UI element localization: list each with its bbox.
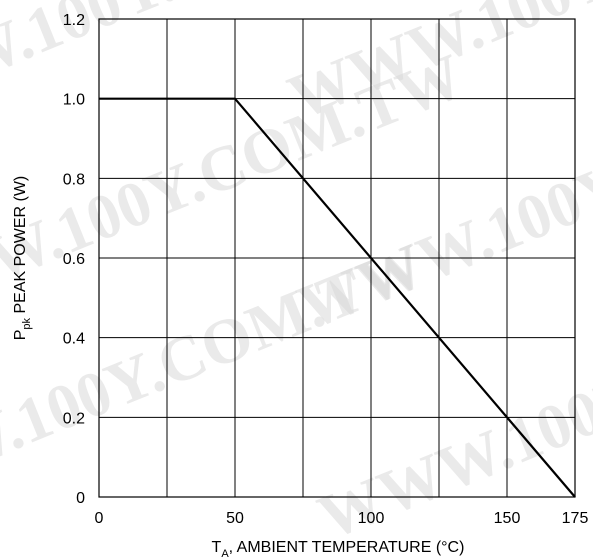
x-tick-label: 0 [95, 510, 104, 527]
y-tick-label: 0 [76, 490, 85, 507]
x-tick-label: 150 [494, 510, 521, 527]
y-tick-label: 0.2 [63, 410, 85, 427]
y-tick-label: 1.2 [63, 12, 85, 29]
plot-frame [98, 18, 576, 498]
y-axis-title: Ppk PEAK POWER (W) [12, 176, 33, 341]
x-tick-label: 100 [358, 510, 385, 527]
tick-labels: 0 0.2 0.4 0.6 0.8 1.0 1.2 0 50 100 150 175 [63, 12, 589, 527]
y-tick-label: 0.8 [63, 171, 85, 188]
x-tick-label: 50 [226, 510, 244, 527]
y-tick-label: 0.4 [63, 331, 85, 348]
series-line [99, 97, 576, 498]
series [99, 97, 576, 498]
x-tick-label: 175 [562, 510, 589, 527]
y-tick-label: 1.0 [63, 92, 85, 109]
y-tick-label: 0.6 [63, 251, 85, 268]
x-axis-title: TA, AMBIENT TEMPERATURE (°C) [212, 539, 465, 560]
